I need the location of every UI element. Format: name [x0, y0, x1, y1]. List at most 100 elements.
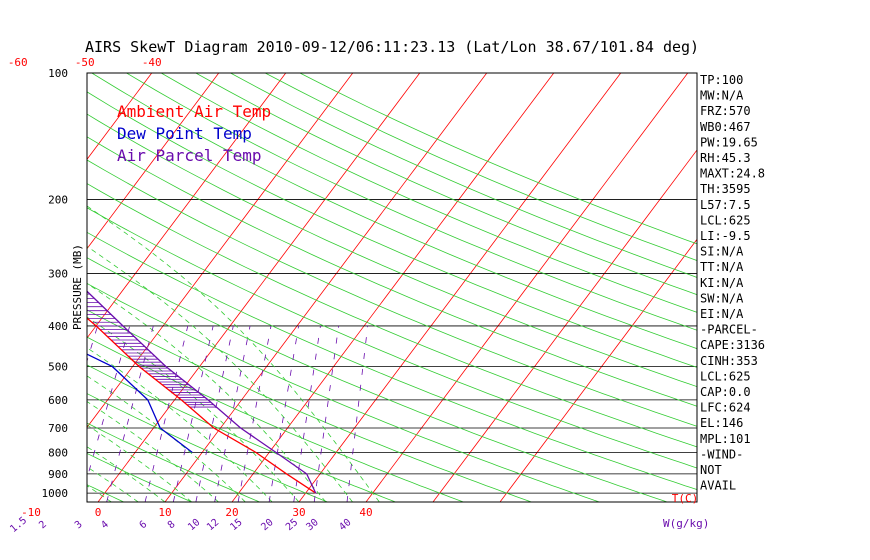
stat-line: FRZ:570 [700, 104, 751, 118]
dry-adiabat-line [87, 283, 600, 502]
temp-unit-label: T(C) [672, 492, 699, 505]
dry-adiabat-line [87, 452, 192, 502]
y-axis-label: PRESSURE (MB) [71, 244, 84, 330]
pressure-tick-label: 900 [48, 468, 68, 481]
stat-line: KI:N/A [700, 276, 744, 290]
isotherm-line [231, 73, 555, 502]
top-temp-tick-label: -50 [75, 56, 95, 69]
dry-adiabat-line [265, 73, 697, 261]
dry-adiabat-line [195, 73, 697, 296]
dry-adiabat-line [230, 73, 697, 278]
stat-line: SI:N/A [700, 245, 744, 259]
series-line-dew-point-temp [87, 353, 193, 453]
dry-adiabat-line [87, 364, 396, 502]
isotherm-line [298, 73, 622, 502]
mixing-ratio-label: 25 [284, 517, 300, 533]
dry-adiabat-line [87, 257, 668, 502]
pressure-tick-label: 800 [48, 446, 68, 459]
mixing-ratio-line [87, 325, 131, 480]
bottom-temp-tick-label: 10 [158, 506, 171, 519]
dry-adiabat-line [87, 183, 697, 448]
dry-adiabat-line [87, 91, 697, 368]
mixing-ratio-label: 3 [73, 519, 85, 531]
top-temp-tick-label: -60 [8, 56, 28, 69]
mixing-ratio-label: 20 [259, 517, 275, 533]
mixing-ratio-line [313, 325, 340, 502]
legend-entry: Ambient Air Temp [117, 102, 271, 121]
pressure-tick-label: 1000 [42, 487, 69, 500]
isotherm-line [365, 73, 689, 502]
moist-adiabat-line [87, 375, 246, 502]
moist-adiabat-line [87, 316, 300, 502]
stat-line: AVAIL [700, 479, 736, 493]
dry-adiabat-line [87, 136, 697, 407]
pressure-tick-label: 700 [48, 422, 68, 435]
moist-adiabat-line [87, 205, 380, 502]
dry-adiabat-line [0, 73, 56, 502]
isotherm-line [0, 73, 18, 502]
bottom-temp-tick-label: 40 [359, 506, 372, 519]
mixing-ratio-line [214, 325, 251, 502]
dry-adiabat-line [87, 113, 697, 388]
series-line-air-parcel-temp [87, 290, 317, 494]
stat-line: LI:-9.5 [700, 229, 751, 243]
pressure-tick-label: 500 [48, 361, 68, 374]
mixing-ratio-label: 2 [37, 519, 49, 531]
mixing-ratio-label: 30 [304, 517, 320, 533]
stat-line: TH:3595 [700, 182, 751, 196]
dry-adiabat-line [161, 73, 697, 313]
stat-line: TP:100 [700, 73, 743, 87]
chart-title: AIRS SkewT Diagram 2010-09-12/06:11:23.1… [85, 38, 699, 56]
moist-adiabat-line [87, 466, 139, 502]
moist-adiabat-line [87, 446, 166, 502]
isotherm-line [87, 73, 220, 250]
mixing-ratio-label: 40 [337, 517, 353, 533]
bottom-temp-tick-label: 20 [225, 506, 238, 519]
mixing-ratio-label: 4 [99, 519, 111, 531]
legend: Ambient Air Temp Dew Point Temp Air Parcel… [117, 102, 271, 165]
mixing-ratio-line [195, 325, 234, 502]
mixing-ratio-label: 10 [186, 517, 202, 533]
stat-line: MW:N/A [700, 89, 744, 103]
isotherm-line [87, 73, 287, 339]
moist-adiabat-line [87, 424, 193, 502]
mixing-ratio-label: 15 [228, 517, 244, 533]
moist-adiabat-line [0, 180, 85, 502]
stat-line: L57:7.5 [700, 198, 751, 212]
stat-line: MAXT:24.8 [700, 167, 765, 181]
stat-line: LFC:624 [700, 401, 751, 415]
stat-line: LCL:625 [700, 213, 751, 227]
mixing-ratio-line [172, 325, 214, 502]
isotherm-line [87, 73, 153, 160]
stat-line: -WIND- [700, 447, 743, 461]
top-temp-tick-label: -40 [142, 56, 162, 69]
legend-entry: Air Parcel Temp [117, 146, 262, 165]
mixing-ratio-line [293, 325, 321, 502]
stat-line: CAPE:3136 [700, 338, 765, 352]
dry-adiabat-line [87, 484, 124, 502]
plot-frame [86, 72, 698, 503]
pressure-tick-label: 200 [48, 193, 68, 206]
moist-adiabat-line [87, 347, 273, 502]
stat-line: NOT [700, 463, 722, 477]
series-line-ambient-air-temp [87, 317, 317, 494]
stat-line: RH:45.3 [700, 151, 751, 165]
dry-adiabat-line [87, 422, 260, 502]
dry-adiabat-line [87, 393, 328, 502]
stat-line: SW:N/A [700, 291, 744, 305]
mixing-ratio-label: 8 [166, 519, 178, 531]
stat-line: TT:N/A [700, 260, 744, 274]
pressure-tick-label: 100 [48, 67, 68, 80]
mixing-ratio-line [346, 325, 369, 502]
bottom-temp-tick-label: 0 [95, 506, 102, 519]
isotherm-line [499, 238, 697, 502]
stat-line: PW:19.65 [700, 135, 758, 149]
isotherm-line [97, 73, 421, 502]
bottom-temp-tick-label: -10 [21, 506, 41, 519]
moist-adiabat-line [87, 401, 219, 502]
stat-line: LCL:625 [700, 369, 751, 383]
stat-line: WB0:467 [700, 120, 751, 134]
stat-line: -PARCEL- [700, 323, 758, 337]
mixing-ratio-label: 12 [205, 517, 221, 533]
